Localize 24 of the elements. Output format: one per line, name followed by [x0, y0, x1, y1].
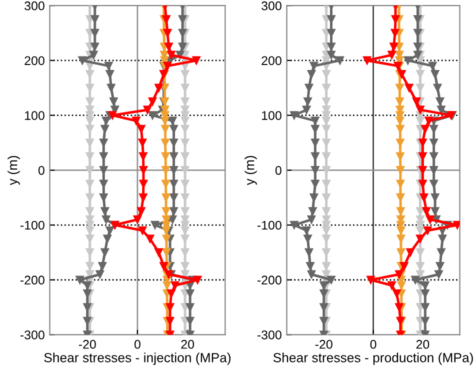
y-tick-label: -200: [257, 276, 282, 285]
y-tick-label: -200: [20, 276, 44, 285]
y-tick-label: -300: [257, 330, 282, 340]
y-tick-label: 300: [24, 1, 44, 10]
x-tick-label: -20: [78, 340, 96, 349]
y-tick-label: 0: [275, 166, 282, 175]
y-axis-title: y (m): [244, 156, 257, 186]
y-tick-label: -100: [20, 220, 44, 230]
y-tick-label: 200: [262, 56, 282, 66]
y-tick-label: 100: [25, 111, 44, 120]
y-axis-title: y (m): [8, 156, 20, 186]
x-axis-title: Shear stresses - production (MPa): [273, 352, 473, 365]
y-tick-label: 300: [262, 1, 282, 10]
x-tick-label: 0: [370, 340, 376, 349]
y-tick-label: 100: [262, 111, 282, 120]
y-tick-label: 200: [24, 56, 44, 66]
y-tick-label: 0: [38, 166, 44, 175]
x-tick-label: 20: [181, 340, 194, 349]
y-tick-label: -300: [20, 330, 44, 340]
x-tick-label: 0: [134, 340, 140, 349]
x-tick-label: 20: [416, 340, 430, 349]
y-tick-label: -100: [257, 220, 282, 230]
x-axis-title: Shear stresses - injection (MPa): [44, 352, 231, 365]
x-tick-label: -20: [315, 340, 332, 349]
